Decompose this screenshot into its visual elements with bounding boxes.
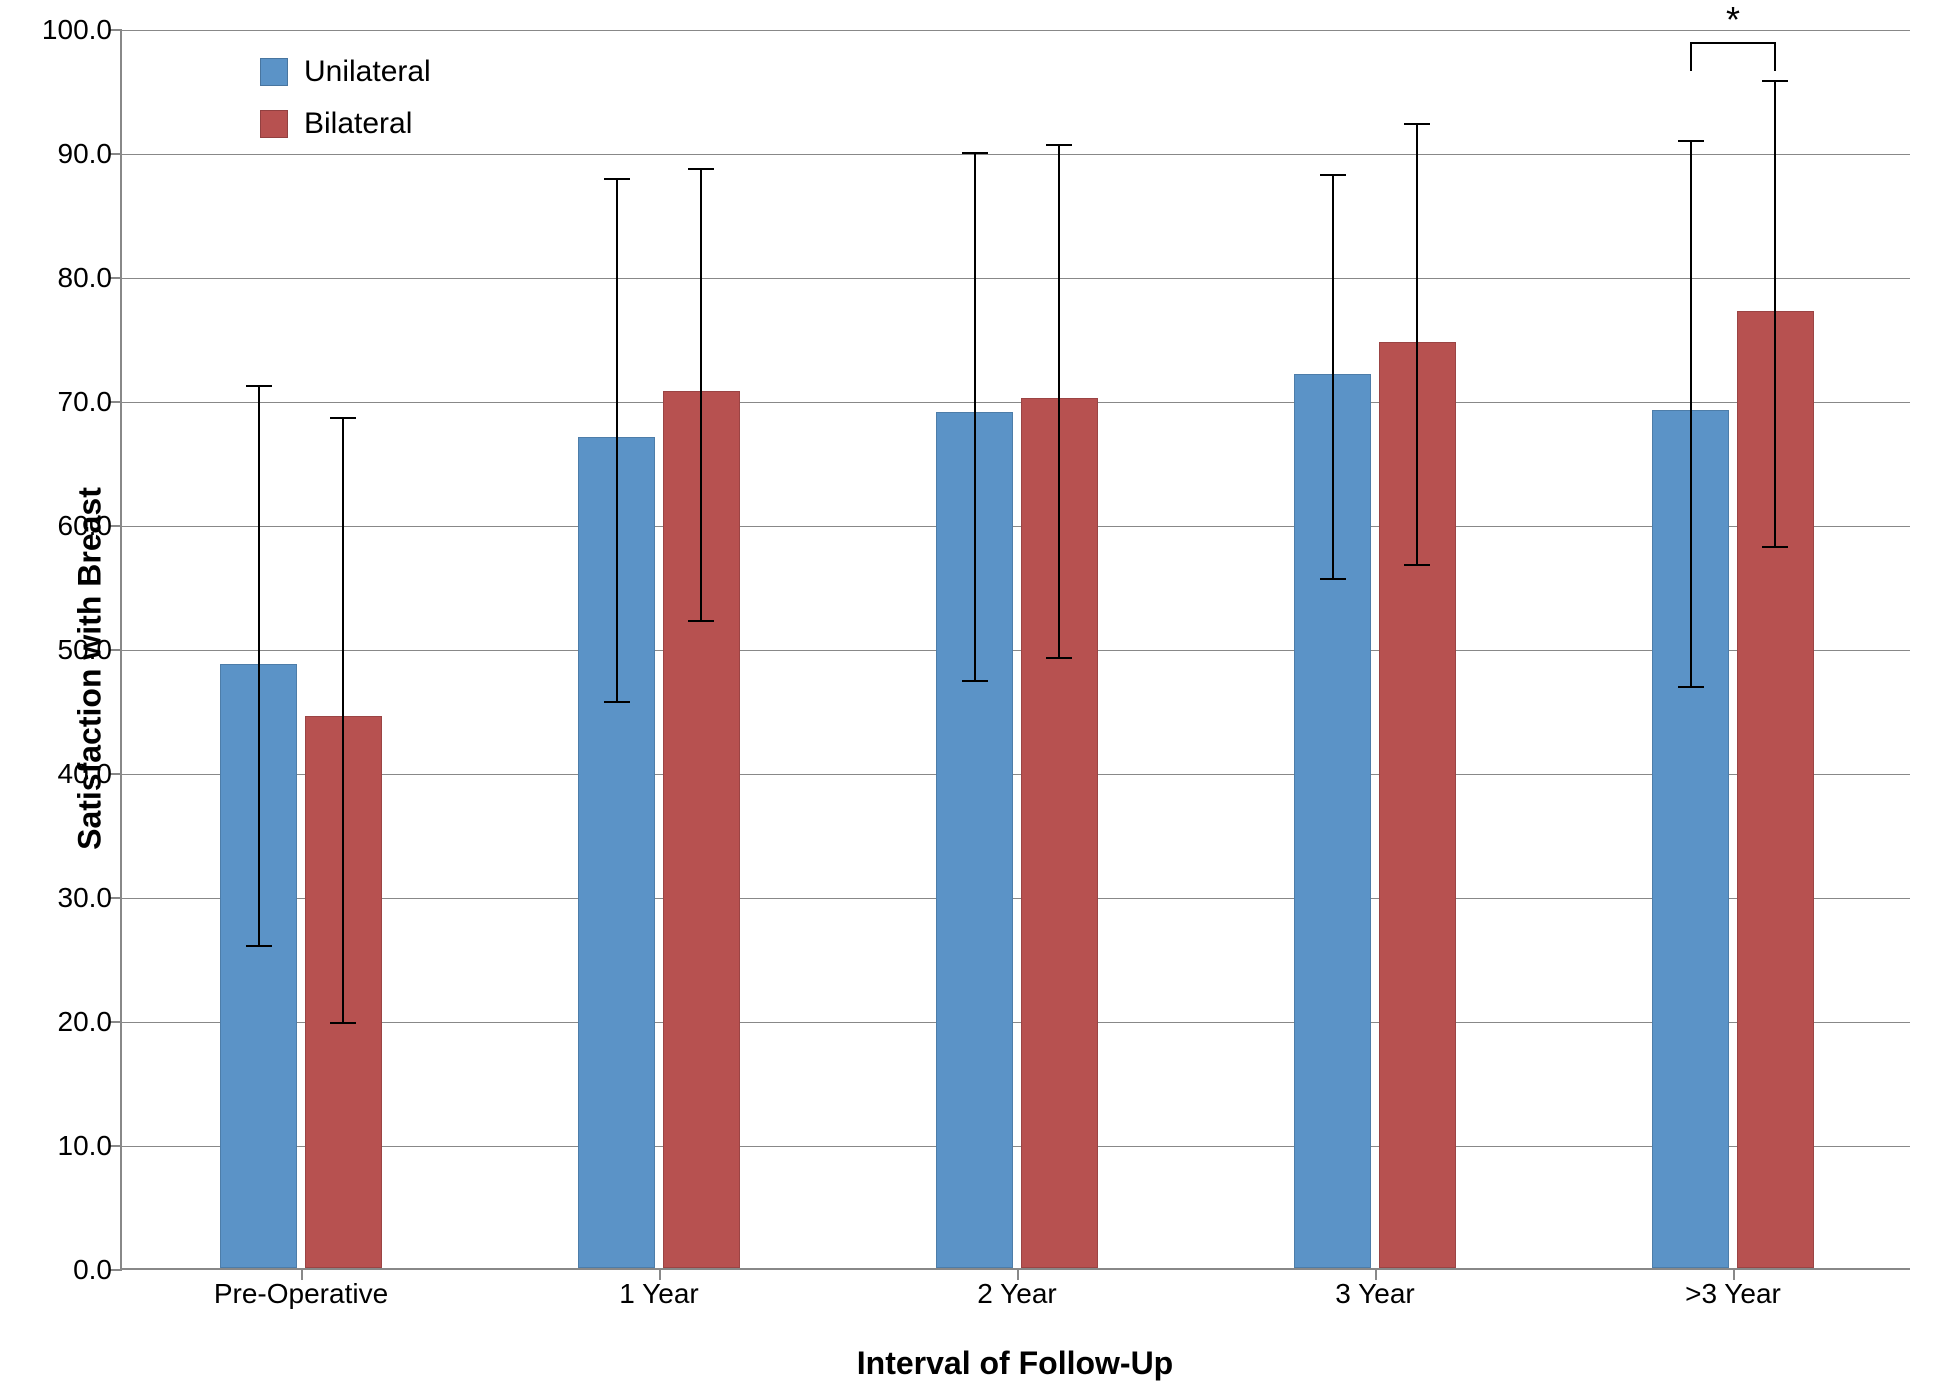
errorbar — [616, 178, 618, 701]
y-tick-label: 40.0 — [58, 758, 113, 790]
gridline — [122, 1146, 1910, 1147]
errorbar — [342, 417, 344, 1022]
errorbar-cap — [1678, 140, 1704, 142]
significance-bracket-leg — [1774, 42, 1776, 71]
errorbar-cap — [1046, 657, 1072, 659]
x-tick-label: 3 Year — [1335, 1278, 1414, 1310]
y-tick-label: 10.0 — [58, 1130, 113, 1162]
errorbar — [1774, 80, 1776, 546]
gridline — [122, 650, 1910, 651]
errorbar-cap — [1320, 578, 1346, 580]
x-axis-title: Interval of Follow-Up — [857, 1345, 1173, 1382]
gridline — [122, 898, 1910, 899]
errorbar — [258, 385, 260, 945]
legend-swatch — [260, 110, 288, 138]
legend: Unilateral Bilateral — [260, 55, 431, 159]
gridline — [122, 526, 1910, 527]
errorbar-cap — [1404, 564, 1430, 566]
errorbar-cap — [1404, 123, 1430, 125]
y-tick-label: 70.0 — [58, 386, 113, 418]
plot-area: 0.010.020.030.040.050.060.070.080.090.01… — [120, 30, 1910, 1270]
errorbar-cap — [330, 417, 356, 419]
errorbar-cap — [962, 680, 988, 682]
errorbar — [974, 152, 976, 680]
errorbar — [1690, 140, 1692, 686]
errorbar-cap — [246, 945, 272, 947]
x-tick-label: 1 Year — [619, 1278, 698, 1310]
errorbar-cap — [1678, 686, 1704, 688]
errorbar-cap — [1046, 144, 1072, 146]
gridline — [122, 1022, 1910, 1023]
y-tick-label: 90.0 — [58, 138, 113, 170]
legend-label: Bilateral — [304, 107, 412, 141]
significance-bracket — [1691, 42, 1775, 44]
x-tick-label: >3 Year — [1685, 1278, 1781, 1310]
y-tick-label: 100.0 — [42, 14, 112, 46]
gridline — [122, 402, 1910, 403]
significance-star: * — [1726, 2, 1740, 38]
errorbar-cap — [1762, 80, 1788, 82]
errorbar-cap — [246, 385, 272, 387]
errorbar-cap — [604, 178, 630, 180]
errorbar-cap — [330, 1022, 356, 1024]
errorbar-cap — [604, 701, 630, 703]
errorbar-cap — [1320, 174, 1346, 176]
errorbar-cap — [962, 152, 988, 154]
x-tick-label: Pre-Operative — [214, 1278, 388, 1310]
gridline — [122, 30, 1910, 31]
y-tick-label: 80.0 — [58, 262, 113, 294]
y-tick-label: 20.0 — [58, 1006, 113, 1038]
legend-label: Unilateral — [304, 55, 431, 89]
errorbar — [1332, 174, 1334, 578]
errorbar — [1416, 123, 1418, 564]
significance-bracket-leg — [1690, 42, 1692, 71]
chart-container: Satisfaction with Breast 0.010.020.030.0… — [0, 0, 1947, 1395]
legend-swatch — [260, 58, 288, 86]
gridline — [122, 774, 1910, 775]
y-tick-label: 50.0 — [58, 634, 113, 666]
y-tick-label: 60.0 — [58, 510, 113, 542]
legend-item-bilateral: Bilateral — [260, 107, 431, 141]
y-tick-label: 30.0 — [58, 882, 113, 914]
errorbar — [1058, 144, 1060, 657]
errorbar-cap — [1762, 546, 1788, 548]
gridline — [122, 278, 1910, 279]
legend-item-unilateral: Unilateral — [260, 55, 431, 89]
errorbar — [700, 168, 702, 621]
errorbar-cap — [688, 168, 714, 170]
x-tick-label: 2 Year — [977, 1278, 1056, 1310]
y-tick-label: 0.0 — [73, 1254, 112, 1286]
errorbar-cap — [688, 620, 714, 622]
